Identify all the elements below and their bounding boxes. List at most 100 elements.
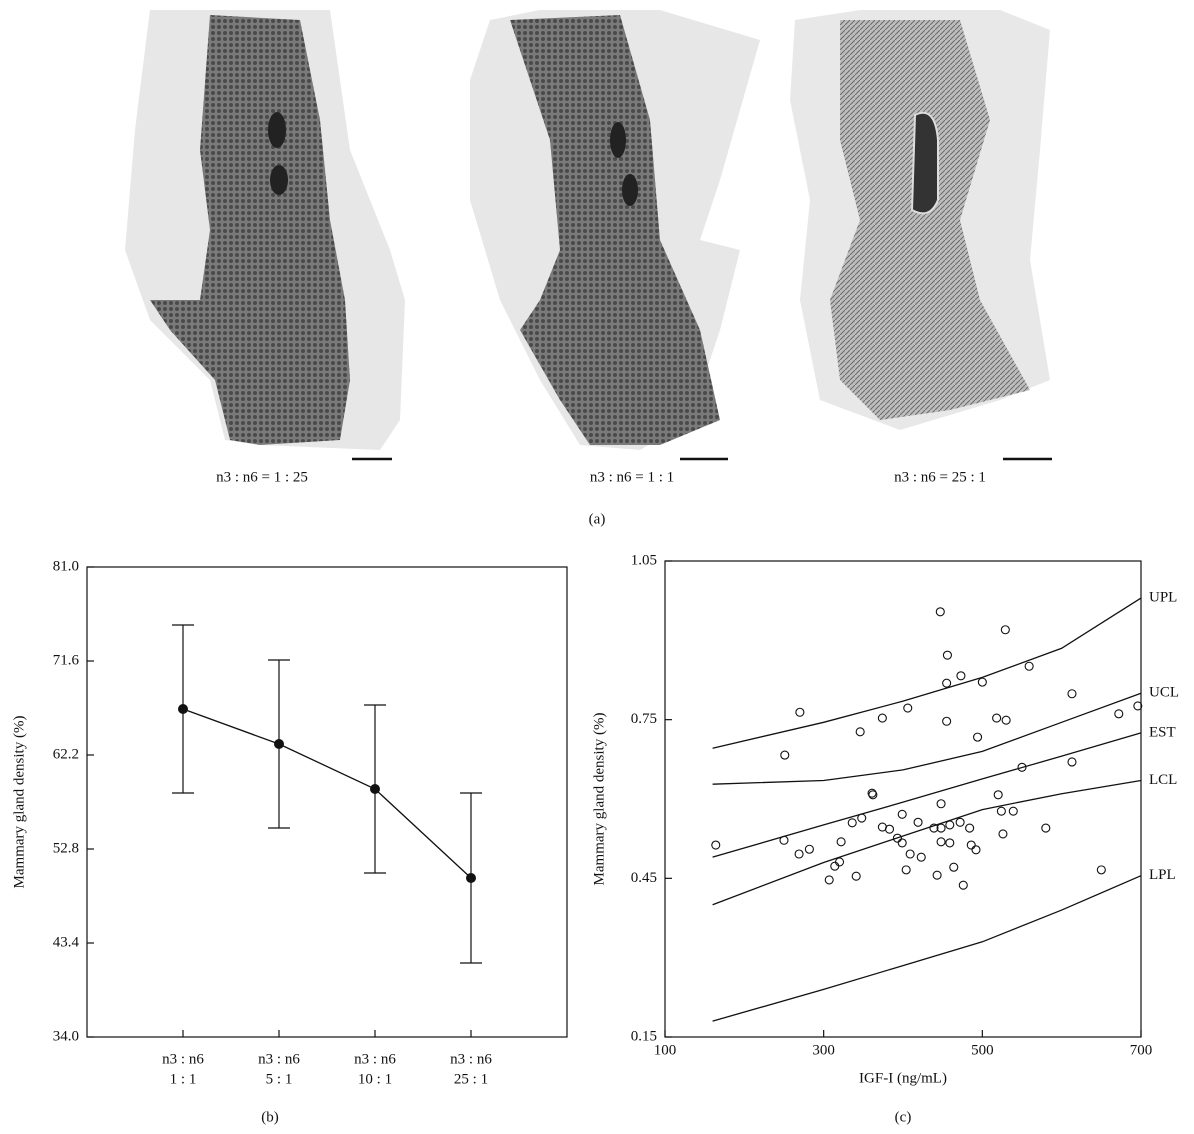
photo-caption: n3 : n6 = 1 : 1 (590, 469, 674, 485)
x-tick-label: n3 : n6 (162, 1051, 204, 1067)
photo-caption: n3 : n6 = 25 : 1 (894, 469, 986, 485)
data-point (971, 845, 981, 855)
data-point (855, 727, 865, 737)
x-tick-label: 5 : 1 (266, 1071, 293, 1087)
y-tick-label: 81.0 (53, 558, 79, 574)
data-point (1017, 762, 1027, 772)
photo (470, 10, 760, 461)
data-point (936, 823, 946, 833)
y-tick-label: 0.15 (631, 1028, 657, 1044)
data-point (851, 871, 861, 881)
data-point (711, 840, 721, 850)
y-tick-label: 0.75 (631, 711, 657, 727)
x-tick-label: 500 (971, 1042, 994, 1058)
data-point (935, 607, 945, 617)
photo (125, 10, 405, 461)
data-point (903, 703, 913, 713)
data-line (182, 708, 472, 879)
data-point (884, 824, 895, 834)
data-point (955, 817, 965, 827)
data-point (973, 732, 983, 742)
data-point (892, 833, 902, 843)
data-point (1114, 709, 1124, 719)
x-tick-label: 100 (654, 1042, 677, 1058)
x-tick-label: n3 : n6 (354, 1051, 396, 1067)
y-tick-label: 1.05 (631, 552, 657, 568)
panel-label: (b) (261, 1109, 279, 1125)
data-point (993, 790, 1003, 800)
data-point (913, 817, 923, 827)
data-point (1041, 823, 1051, 833)
data-point (932, 870, 942, 880)
data-point (1008, 806, 1018, 816)
data-point (370, 784, 380, 794)
x-tick-label: n3 : n6 (450, 1051, 492, 1067)
data-point (916, 852, 926, 862)
data-point (905, 849, 915, 859)
data-point (867, 788, 877, 798)
y-tick-label: 62.2 (53, 746, 79, 762)
y-tick-label: 52.8 (53, 840, 79, 856)
data-point (949, 862, 959, 872)
data-point (1067, 689, 1077, 699)
data-point (1000, 625, 1010, 635)
data-point (795, 707, 805, 717)
fit-line (712, 692, 1142, 785)
data-point (901, 865, 911, 875)
data-point (936, 799, 946, 809)
x-tick-label: n3 : n6 (258, 1051, 300, 1067)
data-point (1024, 661, 1034, 671)
data-point (936, 837, 946, 847)
data-point (1133, 701, 1143, 711)
data-point (996, 806, 1006, 816)
data-point (945, 838, 955, 848)
photo-caption: n3 : n6 = 1 : 25 (216, 469, 308, 485)
photo (790, 10, 1052, 461)
data-point (897, 809, 907, 819)
data-point (1001, 715, 1011, 725)
data-point (965, 823, 975, 833)
fit-line-label: UCL (1149, 685, 1179, 701)
fit-line (712, 779, 1142, 906)
data-point (830, 861, 840, 871)
data-point (942, 678, 952, 688)
fit-line-label: EST (1149, 724, 1176, 740)
x-tick-label: 10 : 1 (358, 1071, 392, 1087)
data-point (780, 750, 790, 760)
x-tick-label: 1 : 1 (170, 1071, 197, 1087)
plot-frame (664, 560, 1142, 1038)
y-tick-label: 71.6 (53, 652, 80, 668)
y-axis-label: Mammary gland density (%) (11, 716, 27, 889)
y-tick-label: 34.0 (53, 1028, 79, 1044)
data-point (897, 838, 907, 848)
fit-line (712, 597, 1142, 749)
data-point (847, 818, 857, 828)
fit-line-label: LCL (1149, 772, 1177, 788)
data-point (868, 790, 878, 800)
fit-line (712, 732, 1142, 858)
fit-line-label: UPL (1149, 589, 1177, 605)
data-point (929, 823, 939, 833)
data-point (794, 849, 804, 859)
x-axis-label: IGF-I (ng/mL) (859, 1070, 947, 1086)
x-tick-label: 700 (1130, 1042, 1153, 1058)
data-point (977, 677, 987, 687)
y-axis-label: Mammary gland density (%) (591, 713, 607, 886)
data-point (942, 650, 952, 660)
x-tick-label: 300 (812, 1042, 835, 1058)
data-point (857, 813, 867, 823)
data-point (836, 837, 846, 847)
data-point (958, 880, 968, 890)
data-point (877, 713, 887, 723)
data-point (992, 713, 1002, 723)
data-point (804, 844, 814, 854)
data-point (274, 739, 284, 749)
y-tick-label: 43.4 (53, 934, 80, 950)
fit-line-label: LPL (1149, 867, 1176, 883)
data-point (966, 840, 976, 850)
data-point (779, 835, 789, 845)
fit-line (712, 875, 1142, 1022)
data-point (1067, 757, 1077, 767)
x-tick-label: 25 : 1 (454, 1071, 488, 1087)
